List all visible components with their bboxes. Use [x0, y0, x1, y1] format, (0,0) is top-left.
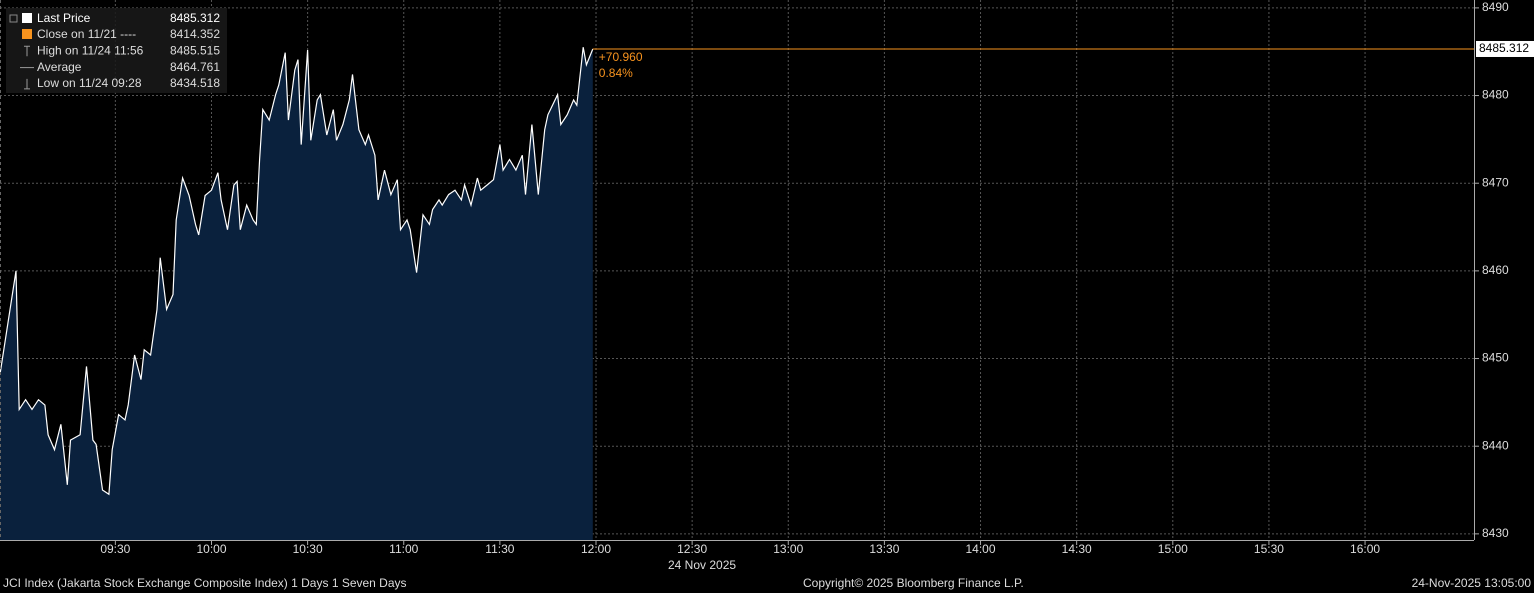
footer-center: Copyright© 2025 Bloomberg Finance L.P. [803, 576, 1024, 590]
legend-icon [24, 78, 30, 90]
change-label: +70.960 [599, 50, 643, 64]
x-tick-label: 15:30 [1254, 542, 1284, 556]
legend-box [6, 8, 227, 93]
price-line [0, 47, 594, 496]
y-tick-label: 8490 [1482, 0, 1509, 14]
legend-label: High on 11/24 11:56 [37, 43, 144, 57]
last-price-tag-label: 8485.312 [1479, 41, 1529, 55]
legend-swatch [22, 13, 32, 23]
legend-icon [24, 45, 30, 57]
date-label: 24 Nov 2025 [668, 558, 736, 572]
x-tick-label: 14:30 [1062, 542, 1092, 556]
x-tick-label: 12:00 [581, 542, 611, 556]
legend-collapse [9, 14, 18, 23]
x-tick-label: 13:30 [869, 542, 899, 556]
y-tick-label: 8430 [1482, 526, 1509, 540]
x-tick-label: 11:30 [485, 542, 514, 556]
legend-label: Average [37, 60, 82, 74]
legend-label: Last Price [37, 11, 91, 25]
y-tick-label: 8460 [1482, 263, 1509, 277]
y-tick-label: 8470 [1482, 175, 1509, 189]
x-tick-label: 11:00 [389, 542, 418, 556]
x-tick-label: 16:00 [1350, 542, 1380, 556]
area-fill [0, 47, 593, 540]
x-tick-label: 13:00 [773, 542, 803, 556]
x-tick-label: 14:00 [966, 542, 996, 556]
footer-right: 24-Nov-2025 13:05:00 [1412, 576, 1532, 590]
x-tick-label: 15:00 [1158, 542, 1188, 556]
legend-value: 8464.761 [170, 60, 220, 74]
legend-label: Low on 11/24 09:28 [37, 76, 142, 90]
last-price-tag [1476, 40, 1534, 57]
y-tick-label: 8440 [1482, 438, 1509, 452]
y-tick-label: 8450 [1482, 351, 1509, 365]
legend-swatch [22, 29, 32, 39]
legend-value: 8414.352 [170, 27, 220, 41]
x-tick-label: 12:30 [677, 542, 707, 556]
footer-left: JCI Index (Jakarta Stock Exchange Compos… [3, 576, 407, 590]
x-tick-label: 10:30 [293, 542, 323, 556]
legend-value: 8434.518 [170, 76, 220, 90]
legend-value: 8485.515 [170, 43, 220, 57]
y-tick-label: 8480 [1482, 88, 1509, 102]
x-tick-label: 10:00 [196, 542, 226, 556]
plot-area [0, 0, 1474, 540]
change-label: 0.84% [599, 66, 633, 80]
legend-label: Close on 11/21 ---- [37, 27, 136, 41]
legend-value: 8485.312 [170, 11, 220, 25]
x-tick-label: 09:30 [100, 542, 130, 556]
